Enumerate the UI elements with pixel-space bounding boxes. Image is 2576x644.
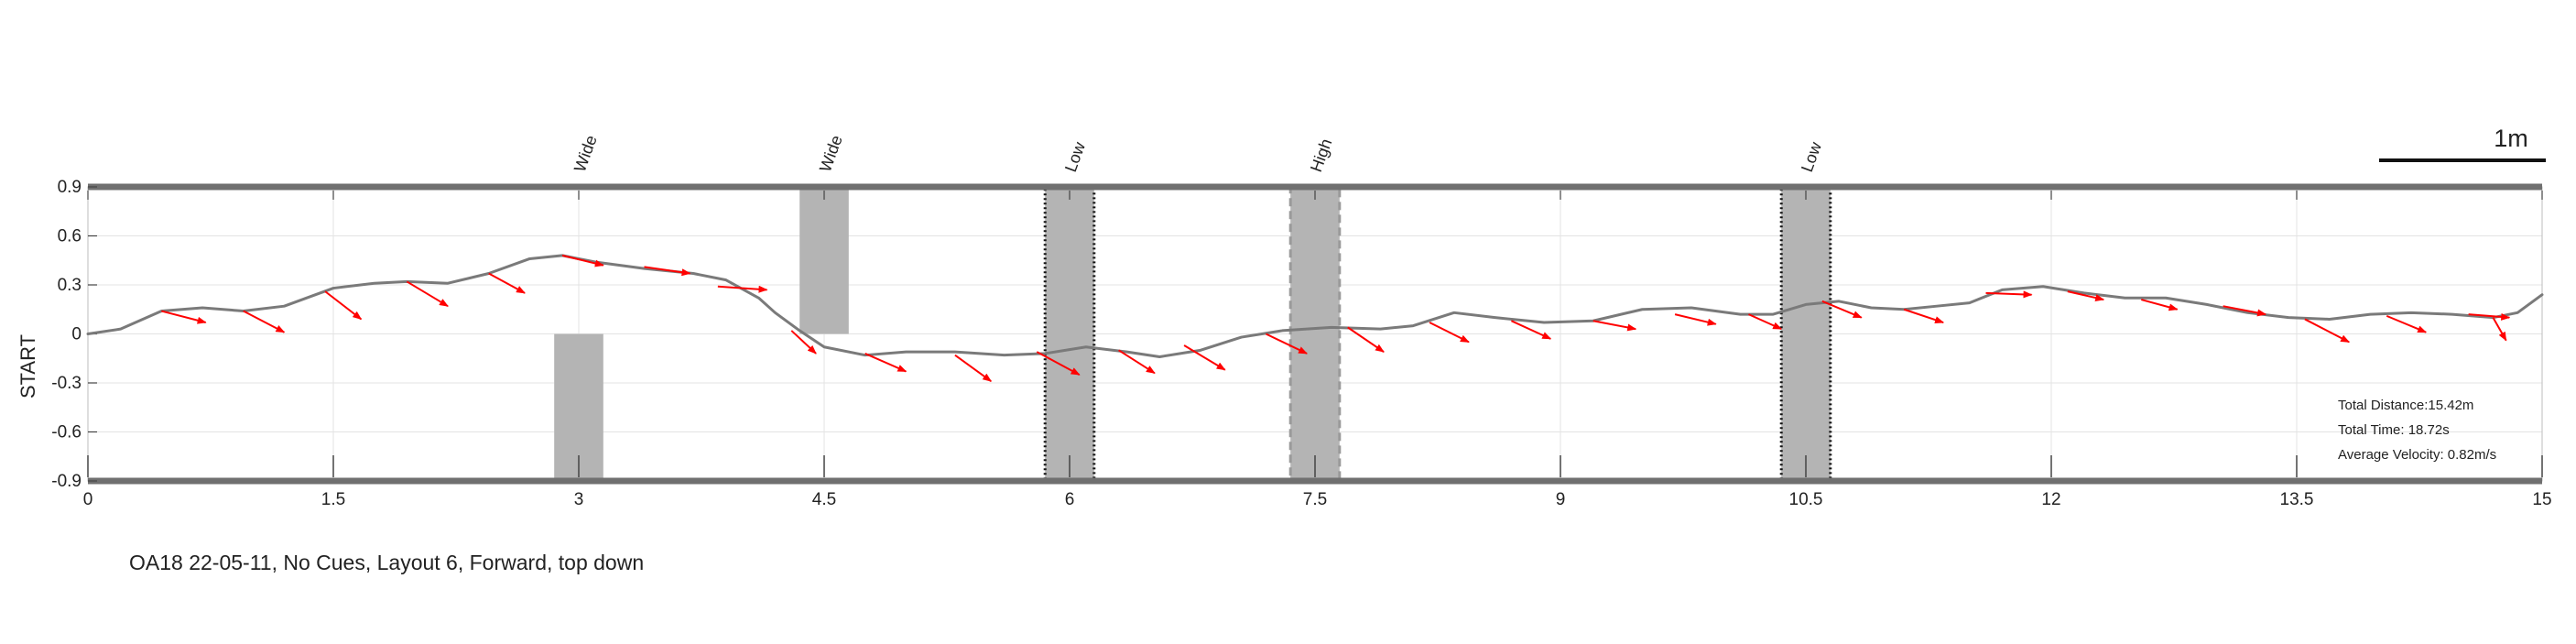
obstacle-low-4 [1779,185,1832,483]
y-tick-label: 0 [71,325,82,344]
heading-arrow [790,330,817,355]
heading-arrow [1347,326,1385,353]
heading-arrow [161,310,207,324]
obstacle-label: Low [1061,139,1089,175]
x-tick-label: 6 [1065,490,1075,509]
heading-arrow [324,290,363,321]
path-line-0 [86,254,2544,358]
heading-arrow [406,280,449,308]
axis-ticks: 0 1.5 3 4.5 6 7.5 9 10.5 12 13.5 15 0.9 0.6 0.3 0 -0.3 -… [51,178,2551,509]
heading-arrow [1036,351,1081,376]
average-velocity: Average Velocity: 0.82m/s [2338,447,2496,463]
y-tick-label: 0.6 [58,227,82,246]
heading-arrow [2386,314,2428,333]
walking-path [86,254,2544,358]
heading-arrow [2223,305,2267,317]
obstacle-label: Low [1798,139,1825,175]
x-tick-label: 12 [2041,490,2060,509]
total-time: Total Time: 18.72s [2338,422,2450,438]
obstacle-wide-1 [799,187,849,334]
heading-arrow [1985,290,2033,299]
obstacles [554,185,1832,483]
heading-arrow [954,354,993,383]
heading-arrow [1903,308,1945,323]
heading-arrow [1183,344,1226,371]
x-tick-label: 10.5 [1789,490,1823,509]
x-tick-label: 3 [574,490,584,509]
x-tick-label: 9 [1556,490,1566,509]
x-tick-label: 1.5 [321,490,345,509]
heading-arrow [1265,333,1308,355]
heading-arrow [1592,320,1637,332]
heading-arrow [1674,313,1717,326]
heading-arrow [717,285,768,293]
heading-arrow [2304,318,2351,344]
x-tick-label: 13.5 [2280,490,2314,509]
heading-arrow [1429,322,1470,344]
x-tick-label: 4.5 [812,490,836,509]
obstacle-labels: Wide Wide Low High Low [571,133,1825,174]
obstacle-high-3 [1288,185,1342,483]
heading-arrow [1748,313,1783,331]
y-tick-label: -0.6 [51,423,82,442]
x-tick-label: 15 [2532,490,2551,509]
x-tick-label: 0 [83,490,93,509]
heading-arrow [864,352,908,373]
heading-arrow [1510,320,1552,340]
heading-arrow [488,272,526,294]
obstacle-label: High [1307,136,1335,175]
y-tick-label: -0.9 [51,472,82,491]
heading-arrow [561,254,604,267]
scale-bar-label: 1m [2494,125,2528,152]
heading-arrow [1821,300,1863,319]
total-distance: Total Distance:15.42m [2338,398,2473,413]
obstacle-label: Wide [571,133,601,174]
heading-arrow [644,266,691,277]
heading-arrows [161,254,2511,383]
heading-arrow [243,310,286,333]
y-tick-label: 0.3 [58,276,82,295]
y-axis-label: START [16,334,39,398]
heading-arrow [2468,312,2511,321]
heading-arrow [2067,290,2105,301]
heading-arrow [1118,349,1156,375]
heading-arrow [2141,299,2179,311]
obstacle-label: Wide [816,133,846,174]
y-tick-label: -0.3 [51,374,82,393]
x-tick-label: 7.5 [1303,490,1327,509]
heading-arrow [2492,317,2507,342]
obstacle-low-2 [1043,185,1096,483]
y-tick-label: 0.9 [58,178,82,197]
figure-caption: OA18 22-05-11, No Cues, Layout 6, Forwar… [129,551,644,574]
